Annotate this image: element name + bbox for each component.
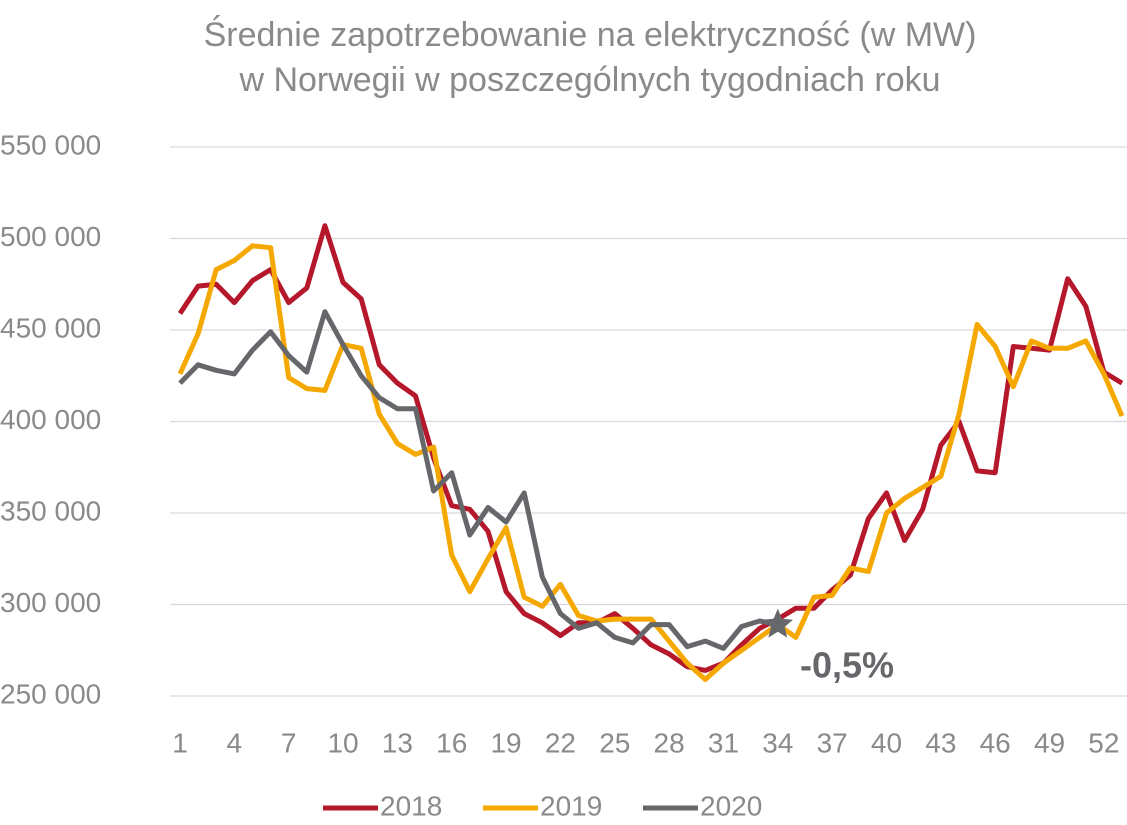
x-tick-label: 16 <box>436 727 467 758</box>
y-tick-label: 500 000 <box>0 221 101 252</box>
x-tick-label: 10 <box>327 727 358 758</box>
chart-title: w Norwegii w poszczególnych tygodniach r… <box>238 61 940 99</box>
x-tick-label: 28 <box>654 727 685 758</box>
y-tick-label: 350 000 <box>0 495 101 526</box>
x-tick-label: 25 <box>599 727 630 758</box>
chart-title: Średnie zapotrzebowanie na elektryczność… <box>204 15 977 54</box>
legend-label: 2019 <box>540 790 602 821</box>
y-tick-label: 550 000 <box>0 129 101 160</box>
x-tick-label: 22 <box>545 727 576 758</box>
y-tick-label: 250 000 <box>0 678 101 709</box>
y-tick-label: 450 000 <box>0 312 101 343</box>
x-tick-label: 7 <box>281 727 297 758</box>
y-tick-label: 300 000 <box>0 587 101 618</box>
x-tick-label: 43 <box>925 727 956 758</box>
series-line <box>178 309 779 651</box>
x-tick-label: 31 <box>708 727 739 758</box>
legend-label: 2020 <box>700 790 762 821</box>
x-tick-label: 4 <box>227 727 243 758</box>
x-tick-label: 40 <box>871 727 902 758</box>
x-tick-label: 1 <box>172 727 188 758</box>
annotation: -0,5% <box>800 645 894 686</box>
x-tick-label: 49 <box>1034 727 1065 758</box>
legend-label: 2018 <box>380 790 442 821</box>
x-tick-label: 34 <box>762 727 793 758</box>
x-tick-label: 52 <box>1088 727 1119 758</box>
end-marker <box>762 608 793 638</box>
x-tick-label: 46 <box>980 727 1011 758</box>
y-tick-label: 400 000 <box>0 404 101 435</box>
series-line <box>177 243 1125 682</box>
x-tick-label: 13 <box>382 727 413 758</box>
series-line <box>177 223 1124 673</box>
x-tick-label: 19 <box>490 727 521 758</box>
x-tick-label: 37 <box>817 727 848 758</box>
